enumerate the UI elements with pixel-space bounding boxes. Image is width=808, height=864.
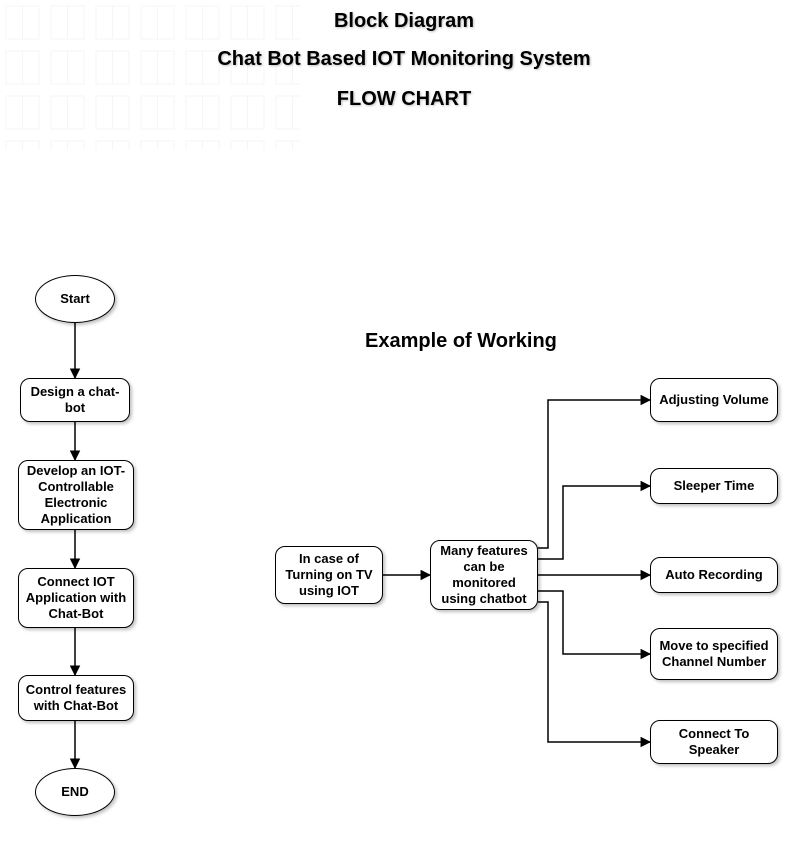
label: Control features with Chat-Bot xyxy=(25,682,127,715)
label: Design a chat-bot xyxy=(27,384,123,417)
label: In case of Turning on TV using IOT xyxy=(282,551,376,600)
label: Connect To Speaker xyxy=(657,726,771,759)
label: Auto Recording xyxy=(665,567,763,583)
node-connect: Connect IOT Application with Chat-Bot xyxy=(18,568,134,628)
node-develop: Develop an IOT-Controllable Electronic A… xyxy=(18,460,134,530)
node-auto: Auto Recording xyxy=(650,557,778,593)
label: Connect IOT Application with Chat-Bot xyxy=(25,574,127,623)
node-design: Design a chat-bot xyxy=(20,378,130,422)
label: Move to specified Channel Number xyxy=(657,638,771,671)
node-speaker: Connect To Speaker xyxy=(650,720,778,764)
label: Adjusting Volume xyxy=(659,392,769,408)
node-end: END xyxy=(35,768,115,816)
node-incase: In case of Turning on TV using IOT xyxy=(275,546,383,604)
node-sleeper: Sleeper Time xyxy=(650,468,778,504)
node-control: Control features with Chat-Bot xyxy=(18,675,134,721)
label: Start xyxy=(60,291,90,307)
node-move: Move to specified Channel Number xyxy=(650,628,778,680)
label: Sleeper Time xyxy=(674,478,755,494)
node-volume: Adjusting Volume xyxy=(650,378,778,422)
label: Develop an IOT-Controllable Electronic A… xyxy=(25,463,127,528)
label: END xyxy=(61,784,88,800)
node-many: Many features can be monitored using cha… xyxy=(430,540,538,610)
node-start: Start xyxy=(35,275,115,323)
label: Many features can be monitored using cha… xyxy=(437,543,531,608)
